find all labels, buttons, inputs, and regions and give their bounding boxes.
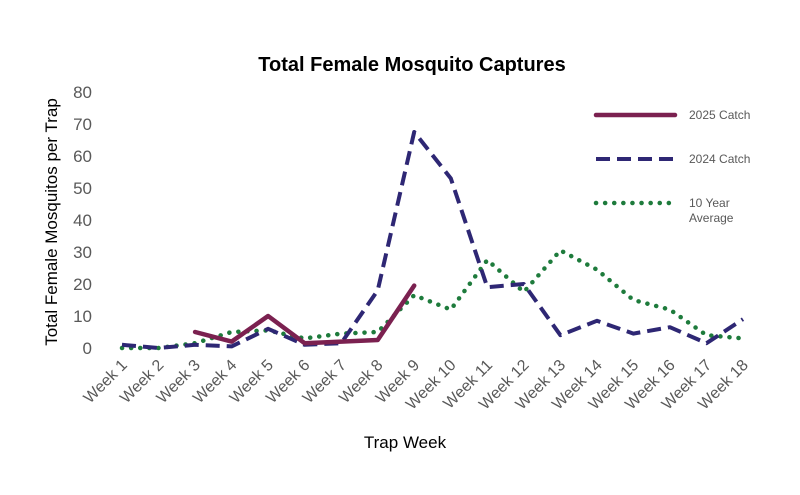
series-line-2024-catch — [121, 130, 745, 350]
y-tick-label: 80 — [73, 83, 92, 102]
chart-title: Total Female Mosquito Captures — [258, 54, 565, 76]
series-line-2025-catch — [192, 283, 417, 346]
legend-label: Average — [689, 211, 734, 225]
y-axis-title: Total Female Mosquitos per Trap — [42, 98, 61, 346]
series-layer — [119, 130, 746, 351]
y-tick-label: 40 — [73, 211, 92, 230]
legend-label: 10 Year — [689, 196, 730, 210]
y-tick-label: 10 — [73, 307, 92, 326]
legend-label: 2024 Catch — [689, 152, 750, 166]
y-tick-label: 0 — [83, 339, 92, 358]
y-tick-label: 20 — [73, 275, 92, 294]
legend-label: 2025 Catch — [689, 108, 750, 122]
x-axis-title: Trap Week — [364, 433, 447, 452]
y-tick-label: 60 — [73, 147, 92, 166]
y-axis-ticks: 0 10 20 30 40 50 60 70 80 — [73, 83, 92, 358]
y-tick-label: 50 — [73, 179, 92, 198]
y-tick-label: 70 — [73, 115, 92, 134]
series-line-10-year-average — [119, 248, 746, 351]
y-tick-label: 30 — [73, 243, 92, 262]
